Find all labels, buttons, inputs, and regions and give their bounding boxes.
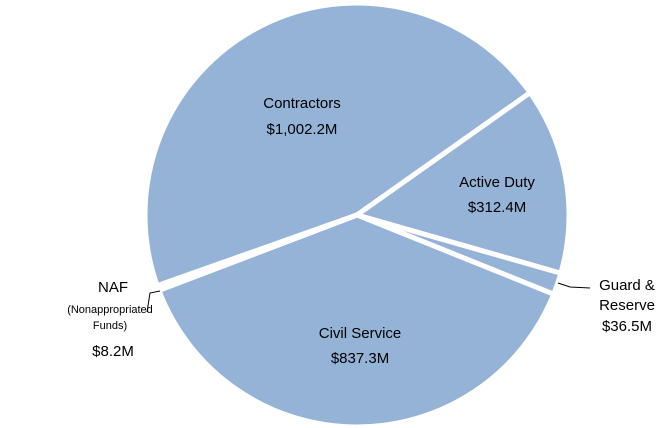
pie-slice	[142, 0, 533, 289]
value-label: $312.4M	[468, 199, 526, 216]
leader-line	[146, 290, 161, 313]
pie-slice	[156, 212, 557, 428]
slice-label: Active Duty	[459, 174, 535, 191]
leader-line	[557, 282, 591, 289]
annotation: (Nonappropriated Funds)	[67, 304, 153, 332]
slice-label: Guard & Reserve	[599, 277, 655, 314]
value-label: $837.3M	[331, 350, 389, 367]
slice-label: NAF	[98, 279, 128, 296]
value-label: $1,002.2M	[267, 121, 338, 138]
value-label: $36.5M	[602, 318, 652, 335]
slice-label: Civil Service	[319, 325, 402, 342]
value-label: $8.2M	[92, 343, 134, 360]
pie-slice	[154, 212, 360, 293]
slice-label: Contractors	[263, 95, 341, 112]
